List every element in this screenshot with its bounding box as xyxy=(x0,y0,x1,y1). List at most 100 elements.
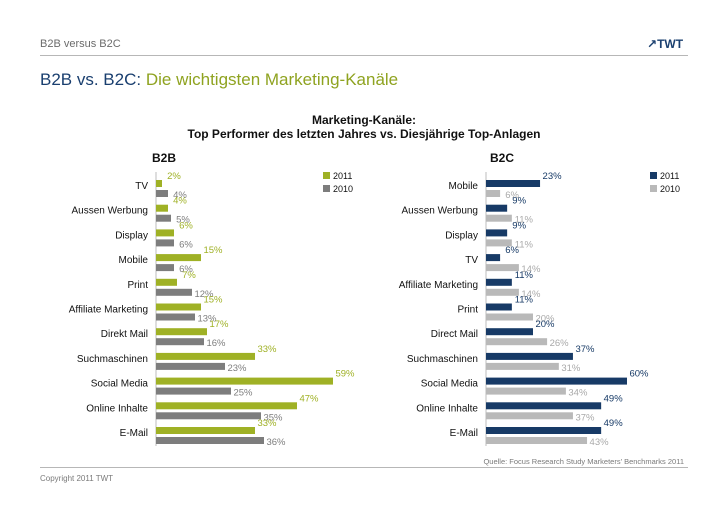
b2b-category-label: Mobile xyxy=(119,255,149,266)
b2c-bar-2011 xyxy=(486,328,533,336)
b2b-value-label-2011: 2% xyxy=(167,171,181,182)
b2b-legend-swatch-2010 xyxy=(323,185,330,192)
b2b-category-label: Social Media xyxy=(91,379,149,390)
b2c-bar-2010 xyxy=(486,190,501,197)
b2b-value-label-2010: 6% xyxy=(179,239,193,250)
b2b-bar-2011 xyxy=(156,328,207,336)
b2c-value-label-2010: 31% xyxy=(561,363,581,374)
b2b-value-label-2011: 47% xyxy=(299,393,319,404)
b2c-bar-2011 xyxy=(486,352,573,360)
b2c-value-label-2011: 20% xyxy=(535,319,555,330)
b2b-bar-2011 xyxy=(156,229,174,237)
b2b-bar-2010 xyxy=(156,214,171,222)
b2b-value-label-2010: 23% xyxy=(227,363,247,374)
b2b-bar-2010 xyxy=(156,264,174,272)
b2b-bar-2011 xyxy=(156,254,201,262)
b2c-legend-swatch-2010 xyxy=(650,185,657,192)
b2c-value-label-2010: 14% xyxy=(521,264,541,275)
b2c-legend-swatch-2011 xyxy=(650,172,657,179)
b2c-category-label: Online Inhalte xyxy=(416,403,478,414)
source-note: Quelle: Focus Research Study Marketers' … xyxy=(483,457,684,466)
b2b-bar-2011 xyxy=(156,427,255,434)
b2c-value-label-2011: 9% xyxy=(512,220,526,231)
b2b-value-label-2011: 59% xyxy=(335,369,355,380)
b2b-category-label: Affiliate Marketing xyxy=(69,305,148,316)
b2c-value-label-2010: 14% xyxy=(521,289,541,300)
b2c-value-label-2010: 6% xyxy=(505,190,519,201)
b2c-value-label-2011: 49% xyxy=(604,393,624,404)
title-part2: Die wichtigsten Marketing-Kanäle xyxy=(145,70,399,89)
b2b-bar-2010 xyxy=(156,362,225,370)
b2c-bar-2011 xyxy=(486,278,512,286)
title-part1: B2B vs. B2C: xyxy=(40,70,142,89)
b2b-bar-2010 xyxy=(156,313,195,321)
b2b-value-label-2011: 15% xyxy=(203,245,223,256)
b2c-value-label-2010: 11% xyxy=(515,215,534,226)
chart-subtitle-line1: Marketing-Kanäle: xyxy=(311,113,417,127)
b2c-bar-2011 xyxy=(486,377,627,385)
b2c-bar-2011 xyxy=(486,427,602,434)
b2b-chart-title: B2B xyxy=(152,151,176,165)
b2b-category-label: Suchmaschinen xyxy=(77,354,148,365)
b2c-value-label-2011: 37% xyxy=(575,344,595,355)
b2c-bar-2010 xyxy=(486,239,512,247)
b2b-value-label-2011: 6% xyxy=(179,220,193,231)
b2b-value-label-2010: 13% xyxy=(197,314,217,325)
b2b-value-label-2011: 33% xyxy=(257,418,277,429)
b2c-bar-2010 xyxy=(486,362,559,370)
b2c-value-label-2011: 9% xyxy=(512,196,526,207)
b2c-value-label-2010: 37% xyxy=(575,412,595,423)
b2b-bar-2011 xyxy=(156,377,333,385)
b2b-category-label: Online Inhalte xyxy=(86,403,148,414)
copyright: Copyright 2011 TWT xyxy=(40,474,114,483)
b2c-bar-2011 xyxy=(486,303,512,311)
section-label: B2B versus B2C xyxy=(40,38,121,50)
b2c-bar-2010 xyxy=(486,437,588,444)
b2c-category-label: Suchmaschinen xyxy=(407,354,478,365)
b2c-value-label-2011: 49% xyxy=(604,418,624,429)
b2c-category-label: TV xyxy=(465,255,478,266)
b2c-bar-2010 xyxy=(486,264,519,272)
b2c-bar-2011 xyxy=(486,204,508,212)
b2c-category-label: Display xyxy=(445,230,478,241)
b2b-value-label-2011: 17% xyxy=(209,319,229,330)
b2b-value-label-2010: 25% xyxy=(233,388,253,399)
b2c-category-label: Social Media xyxy=(421,379,479,390)
b2c-value-label-2011: 60% xyxy=(629,369,649,380)
footer-divider xyxy=(40,467,688,468)
b2b-bar-2010 xyxy=(156,288,192,296)
b2b-value-label-2010: 36% xyxy=(266,437,286,448)
b2c-category-label: Aussen Werbung xyxy=(401,206,478,217)
b2b-value-label-2011: 7% xyxy=(182,270,196,281)
b2b-category-label: Display xyxy=(115,230,148,241)
b2c-value-label-2011: 11% xyxy=(515,295,534,306)
b2c-bar-2010 xyxy=(486,288,519,296)
b2c-category-label: Affiliate Marketing xyxy=(399,280,478,291)
b2b-bar-2010 xyxy=(156,437,264,444)
b2c-value-label-2010: 43% xyxy=(590,437,610,448)
b2c-value-label-2010: 20% xyxy=(535,314,555,325)
b2b-value-label-2011: 4% xyxy=(173,196,187,207)
b2b-value-label-2010: 12% xyxy=(194,289,214,300)
chart-subtitle-line2: Top Performer des letzten Jahres vs. Die… xyxy=(187,127,541,141)
b2b-bar-2011 xyxy=(156,278,177,286)
b2c-bar-2011 xyxy=(486,180,541,187)
b2b-category-label: Aussen Werbung xyxy=(71,206,148,217)
b2c-category-label: Mobile xyxy=(449,181,479,192)
b2b-value-label-2010: 16% xyxy=(206,338,226,349)
b2c-bar-2010 xyxy=(486,214,512,222)
b2b-bar-2010 xyxy=(156,338,204,346)
b2b-category-label: TV xyxy=(135,181,148,192)
b2c-chart-title: B2C xyxy=(490,151,514,165)
b2b-bar-2011 xyxy=(156,204,168,212)
header-divider xyxy=(40,55,688,56)
b2b-bar-2010 xyxy=(156,239,174,247)
b2c-value-label-2010: 26% xyxy=(550,338,570,349)
b2c-value-label-2011: 6% xyxy=(505,245,519,256)
b2b-bar-2011 xyxy=(156,180,162,187)
b2b-value-label-2010: 35% xyxy=(263,412,283,423)
b2c-value-label-2011: 23% xyxy=(543,171,563,182)
b2b-value-label-2011: 15% xyxy=(203,295,223,306)
logo-arrow-icon: ↗ xyxy=(647,37,658,51)
